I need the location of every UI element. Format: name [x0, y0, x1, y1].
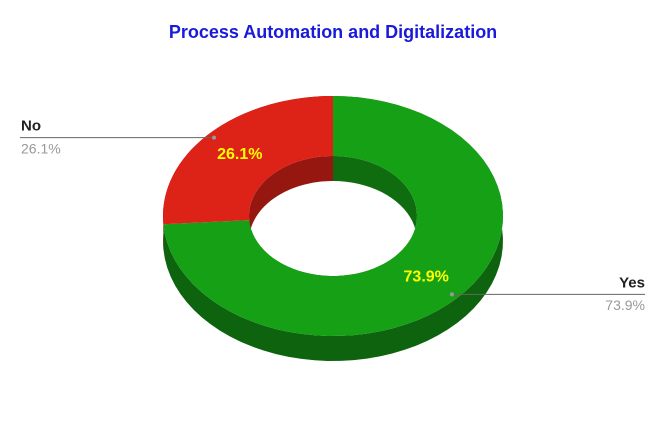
slice-inner-side — [249, 156, 333, 246]
legend-label: No — [21, 118, 41, 135]
slice-value-label: 26.1% — [217, 146, 262, 163]
legend-value: 26.1% — [21, 140, 61, 156]
slice — [163, 96, 503, 336]
legend-value: 73.9% — [605, 297, 645, 313]
leader-dot — [449, 292, 454, 297]
slice — [163, 96, 333, 225]
chart-title: Process Automation and Digitalization — [169, 22, 497, 42]
legend-label: Yes — [619, 274, 645, 291]
leader-dot — [212, 135, 217, 140]
slice-value-label: 73.9% — [404, 269, 449, 286]
